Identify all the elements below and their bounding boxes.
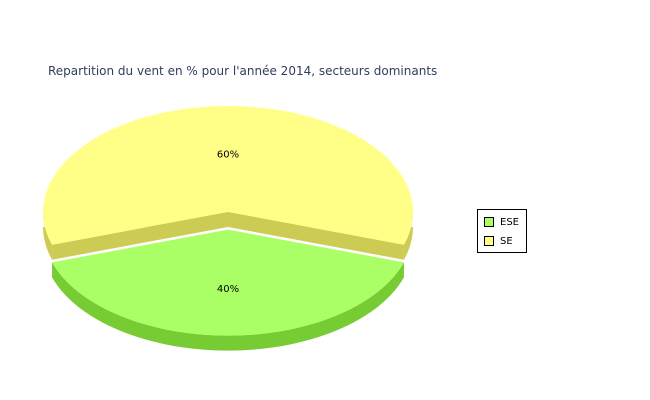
legend-item-se: SE xyxy=(484,235,513,247)
slice-wall-se-1 xyxy=(52,212,228,260)
slice-ese xyxy=(52,229,404,336)
slice-se xyxy=(43,106,414,245)
slice-label-se: 60% xyxy=(217,150,239,161)
legend-item-ese: ESE xyxy=(484,216,519,228)
slice-label-ese: 40% xyxy=(217,284,239,295)
slice-side-ese xyxy=(52,262,404,351)
legend-label-ese: ESE xyxy=(500,216,519,228)
legend-swatch-se xyxy=(484,236,494,246)
legend-label-se: SE xyxy=(500,235,513,247)
legend-swatch-ese xyxy=(484,217,494,227)
slice-wall-se-0 xyxy=(228,212,404,260)
chart-title: Repartition du vent en % pour l'année 20… xyxy=(48,64,438,78)
legend: ESE SE xyxy=(477,209,527,253)
